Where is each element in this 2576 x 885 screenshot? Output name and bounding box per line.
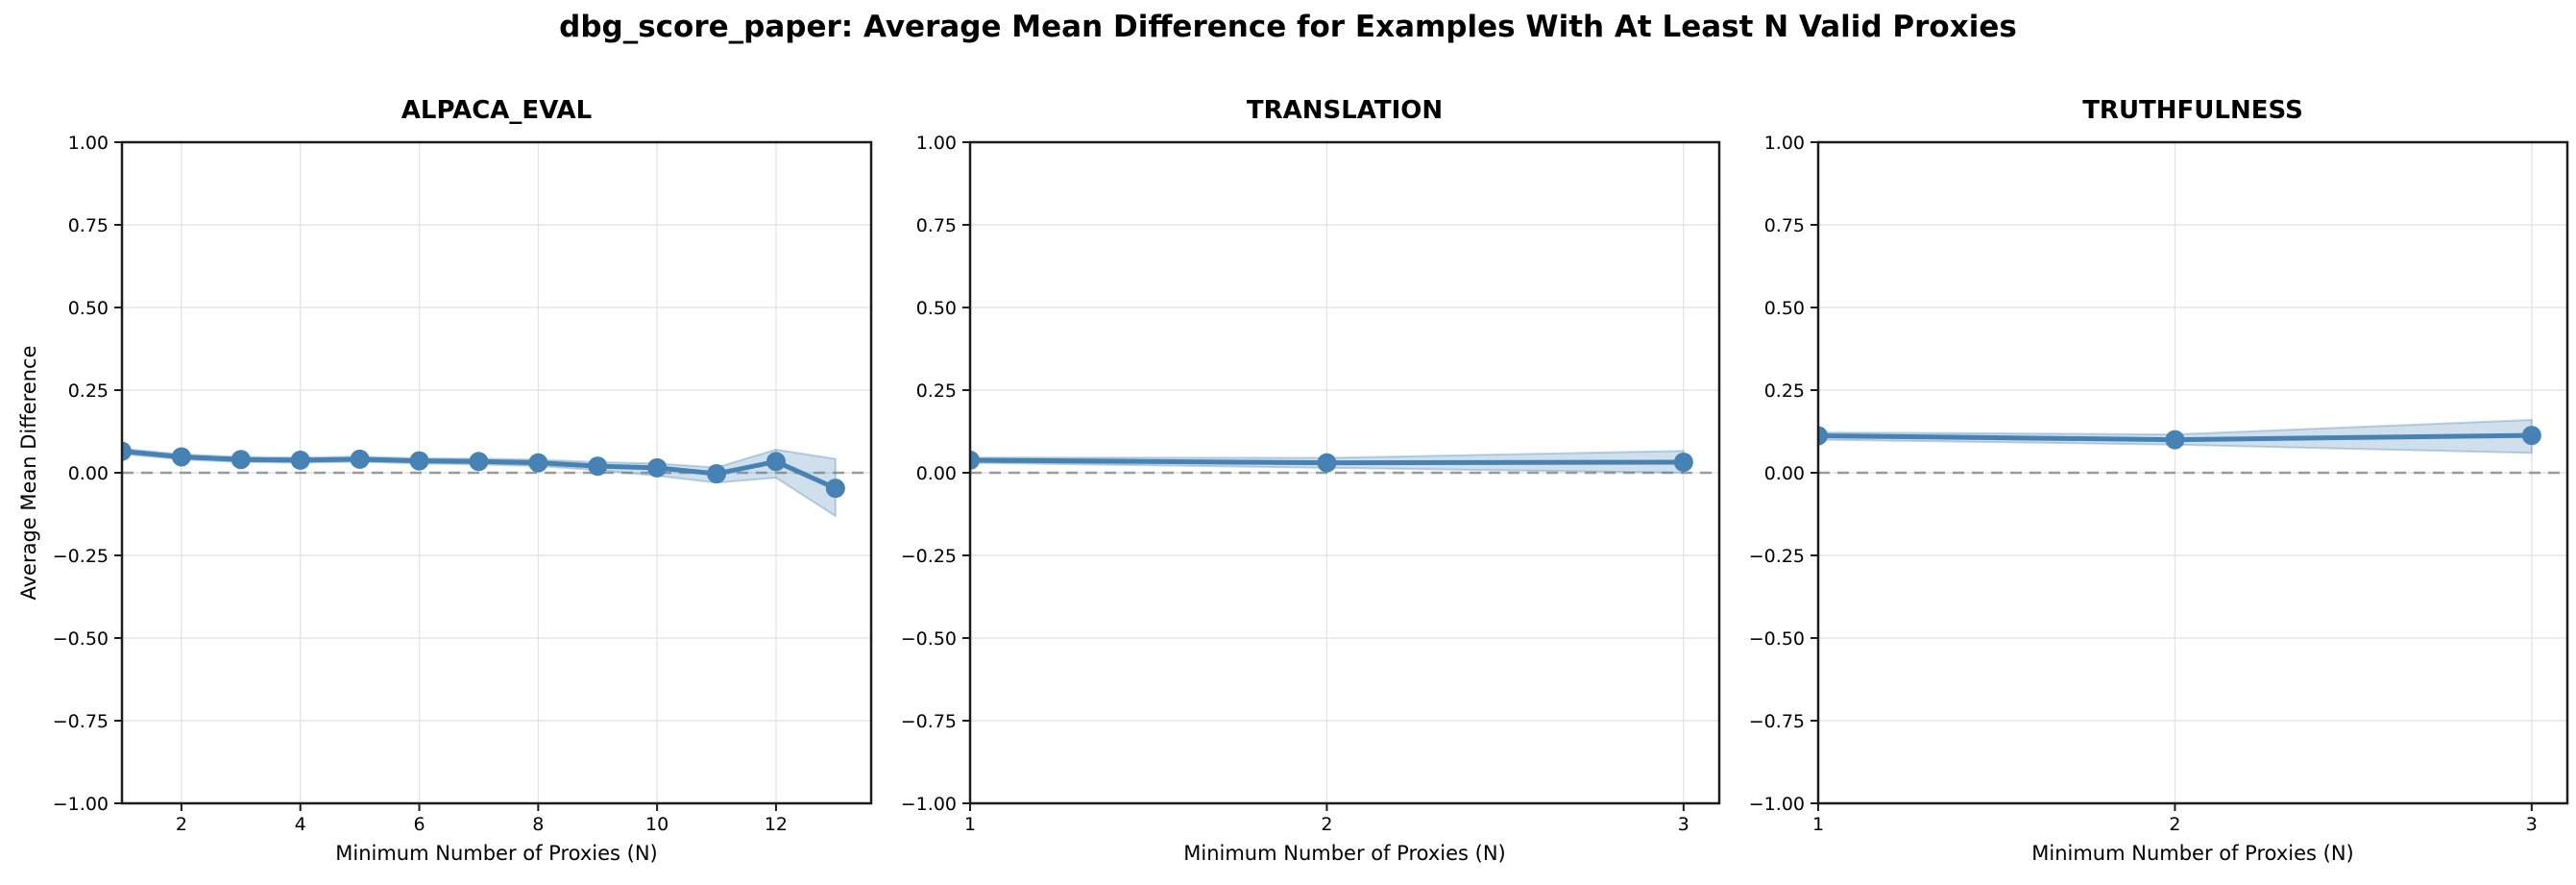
data-point-marker (290, 450, 310, 470)
figure-title: dbg_score_paper: Average Mean Difference… (559, 10, 2017, 44)
x-tick-label: 2 (2169, 814, 2180, 835)
y-tick-label: 0.50 (1764, 298, 1805, 319)
clipped-series-group (1818, 418, 2541, 455)
y-tick-label: 0.75 (68, 215, 109, 236)
y-tick-label: 1.00 (68, 133, 109, 154)
data-point-marker (2521, 426, 2541, 446)
y-axis-label: Average Mean Difference (17, 345, 40, 601)
data-point-marker (707, 464, 727, 484)
x-axis-label: Minimum Number of Proxies (N) (1183, 842, 1506, 865)
x-tick-label: 8 (532, 814, 544, 835)
y-tick-label: −1.00 (53, 794, 109, 815)
x-tick-label: 2 (1321, 814, 1332, 835)
clipped-series-group (122, 441, 845, 518)
subplot-title: ALPACA_EVAL (401, 96, 593, 125)
subplot-plot-1: 1 2 3 1.00 0.75 0.50 0.25 0.00 −0.25 −0.50 −0.75 −1… (901, 133, 1721, 835)
subplot-plot-0: 2 4 6 8 10 12 1.00 0.75 0.50 0.25 0.00 −0.25 −0.50 −0… (53, 133, 873, 835)
y-tick-label: −0.75 (901, 711, 957, 732)
y-tick-label: −0.25 (1749, 546, 1805, 567)
data-point-marker (970, 450, 980, 470)
data-point-marker (1317, 453, 1337, 473)
x-tick-label: 10 (645, 814, 668, 835)
data-point-marker (647, 457, 668, 478)
y-tick-label: 1.00 (1764, 133, 1805, 154)
data-point-marker (231, 450, 251, 470)
data-point-marker (766, 452, 786, 472)
y-tick-label: 0.25 (916, 381, 957, 402)
y-tick-label: −0.25 (53, 546, 109, 567)
y-tick-label: 0.25 (68, 381, 109, 402)
y-tick-label: 1.00 (916, 133, 957, 154)
subplot-title: TRUTHFULNESS (2082, 96, 2303, 125)
x-tick-label: 6 (413, 814, 425, 835)
subplot-plot-2: 1 2 3 1.00 0.75 0.50 0.25 0.00 −0.25 −0.50 −0.75 −1… (1749, 133, 2569, 835)
y-tick-label: 0.50 (916, 298, 957, 319)
y-tick-label: −0.50 (53, 628, 109, 650)
y-tick-label: −0.50 (901, 628, 957, 650)
data-point-marker (122, 441, 132, 461)
x-tick-label: 3 (1678, 814, 1689, 835)
clipped-series-group (970, 450, 1693, 475)
y-tick-label: −1.00 (1749, 794, 1805, 815)
data-point-marker (1673, 452, 1693, 472)
subplot-alpaca-eval: ALPACA_EVAL Minimum Number of Proxies (N… (122, 0, 871, 885)
data-point-marker (1818, 426, 1828, 446)
data-point-marker (588, 456, 608, 477)
y-tick-label: 0.75 (916, 215, 957, 236)
y-tick-label: −1.00 (901, 794, 957, 815)
data-point-marker (469, 452, 489, 472)
subplot-truthfulness: TRUTHFULNESS Minimum Number of Proxies (… (1818, 0, 2567, 885)
data-point-marker (409, 451, 429, 471)
x-tick-label: 1 (1812, 814, 1824, 835)
x-tick-label: 1 (964, 814, 976, 835)
y-tick-label: −0.75 (1749, 711, 1805, 732)
x-axis-label: Minimum Number of Proxies (N) (2031, 842, 2354, 865)
x-axis-label: Minimum Number of Proxies (N) (335, 842, 658, 865)
data-point-marker (825, 479, 845, 499)
x-tick-label: 2 (176, 814, 187, 835)
y-tick-label: −0.25 (901, 546, 957, 567)
y-tick-label: −0.50 (1749, 628, 1805, 650)
y-tick-label: 0.00 (916, 463, 957, 484)
y-tick-label: 0.00 (1764, 463, 1805, 484)
data-point-marker (350, 449, 370, 469)
x-tick-label: 4 (295, 814, 306, 835)
y-tick-label: −0.75 (53, 711, 109, 732)
x-tick-label: 12 (765, 814, 788, 835)
y-tick-label: 0.00 (68, 463, 109, 484)
subplot-translation: TRANSLATION Minimum Number of Proxies (N… (970, 0, 1719, 885)
y-tick-label: 0.25 (1764, 381, 1805, 402)
y-tick-label: 0.50 (68, 298, 109, 319)
data-point-marker (528, 453, 548, 473)
subplot-title: TRANSLATION (1246, 96, 1444, 125)
data-point-marker (2165, 430, 2185, 450)
y-tick-label: 0.75 (1764, 215, 1805, 236)
x-tick-label: 3 (2526, 814, 2538, 835)
data-point-marker (171, 447, 191, 467)
